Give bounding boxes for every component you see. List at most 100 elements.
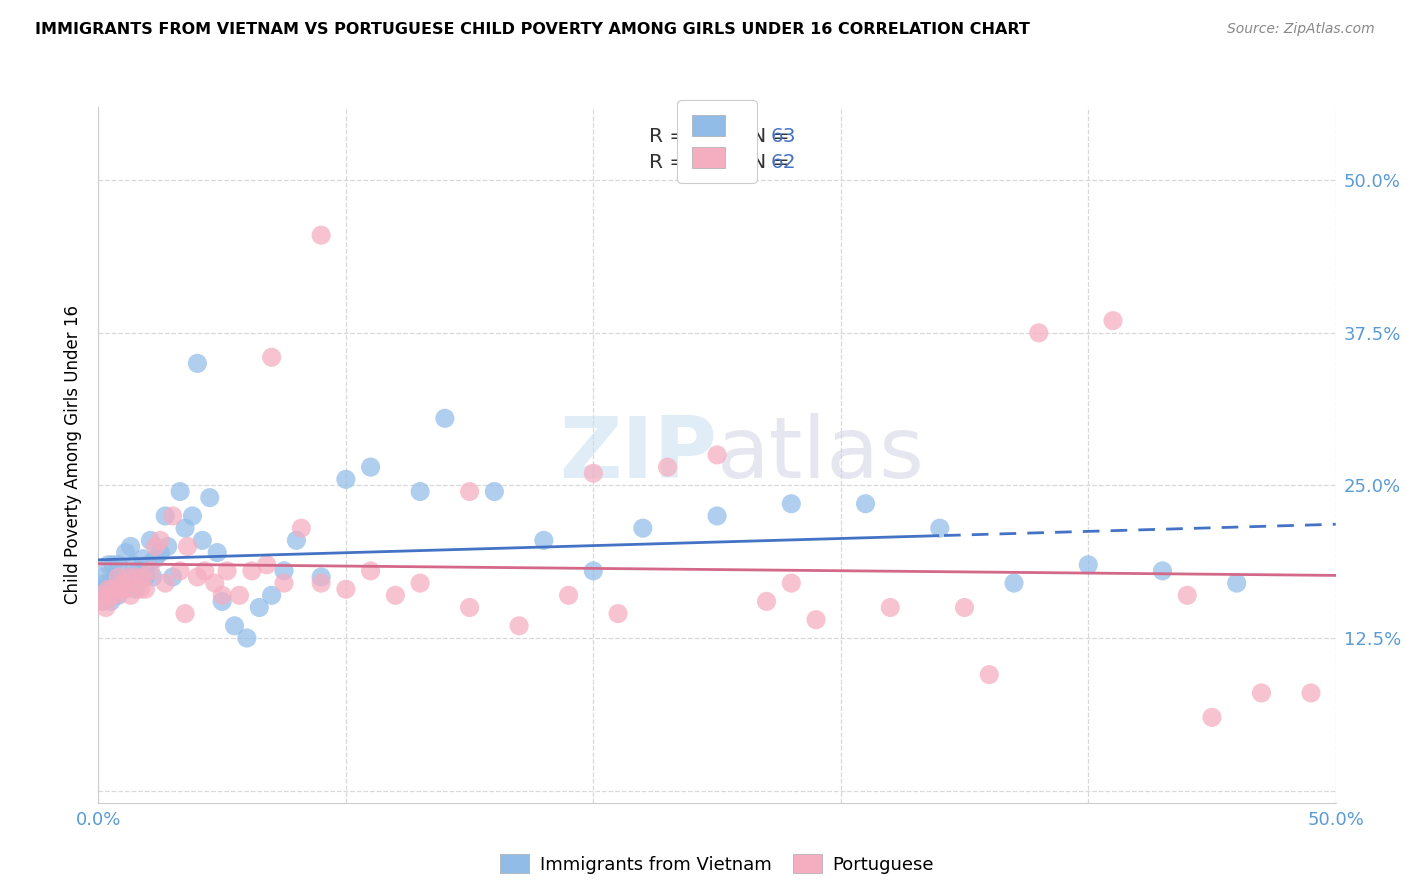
Point [100, 594, 122, 608]
Point [433, 411, 456, 425]
Point [142, 570, 165, 584]
Text: R =: R = [650, 153, 693, 172]
Point [117, 570, 139, 584]
Point [1028, 326, 1050, 340]
Point [458, 600, 481, 615]
Point [198, 491, 221, 505]
Point [114, 545, 136, 559]
Point [706, 448, 728, 462]
Point [132, 551, 155, 566]
Point [112, 576, 135, 591]
Point [1201, 710, 1223, 724]
Point [107, 570, 129, 584]
Point [1226, 576, 1249, 591]
Point [93, 594, 115, 608]
Point [285, 533, 308, 548]
Point [508, 619, 530, 633]
Point [129, 570, 152, 584]
Point [273, 576, 295, 591]
Point [104, 588, 127, 602]
Point [139, 533, 162, 548]
Point [260, 588, 283, 602]
Point [191, 533, 214, 548]
Point [94, 600, 117, 615]
Point [120, 588, 142, 602]
Point [290, 521, 312, 535]
Point [1175, 588, 1198, 602]
Point [309, 576, 332, 591]
Point [855, 497, 877, 511]
Point [149, 545, 172, 559]
Point [755, 594, 778, 608]
Point [484, 484, 506, 499]
Point [217, 564, 239, 578]
Point [657, 460, 679, 475]
Point [1077, 558, 1099, 572]
Point [335, 472, 357, 486]
Point [169, 484, 191, 499]
Y-axis label: Child Poverty Among Girls Under 16: Child Poverty Among Girls Under 16 [63, 305, 82, 605]
Point [204, 576, 226, 591]
Point [104, 582, 127, 597]
Point [247, 600, 270, 615]
Point [174, 607, 197, 621]
Point [260, 351, 283, 365]
Point [120, 540, 142, 554]
Point [124, 570, 146, 584]
Point [384, 588, 406, 602]
Text: 62: 62 [770, 153, 796, 172]
Point [107, 588, 129, 602]
Point [136, 558, 159, 572]
Point [117, 570, 139, 584]
Point [953, 600, 976, 615]
Point [211, 588, 233, 602]
Point [1152, 564, 1174, 578]
Point [94, 576, 117, 591]
Point [205, 545, 228, 559]
Point [112, 582, 135, 597]
Point [409, 484, 432, 499]
Point [582, 564, 605, 578]
Text: atlas: atlas [717, 413, 925, 497]
Point [1250, 686, 1272, 700]
Point [273, 564, 295, 578]
Point [97, 558, 120, 572]
Point [104, 570, 127, 584]
Point [236, 631, 259, 645]
Point [780, 576, 803, 591]
Text: R =: R = [650, 127, 693, 145]
Point [162, 570, 184, 584]
Point [149, 533, 172, 548]
Point [409, 576, 432, 591]
Point [706, 508, 728, 523]
Text: 63: 63 [770, 127, 796, 145]
Point [186, 356, 208, 370]
Point [100, 576, 122, 591]
Point [335, 582, 357, 597]
Point [1002, 576, 1025, 591]
Point [94, 588, 117, 602]
Point [143, 551, 166, 566]
Point [879, 600, 901, 615]
Point [103, 582, 125, 597]
Point [103, 558, 125, 572]
Point [979, 667, 1001, 681]
Point [360, 460, 382, 475]
Point [309, 228, 332, 243]
Point [93, 594, 115, 608]
Point [1102, 313, 1125, 327]
Point [360, 564, 382, 578]
Point [162, 508, 184, 523]
Point [224, 619, 246, 633]
Point [211, 594, 233, 608]
Point [174, 521, 197, 535]
Text: 0.056: 0.056 [681, 153, 745, 172]
Point [155, 576, 177, 591]
Legend: Immigrants from Vietnam, Portuguese: Immigrants from Vietnam, Portuguese [501, 855, 934, 874]
Point [139, 564, 162, 578]
Point [181, 508, 204, 523]
Point [100, 588, 122, 602]
Point [240, 564, 263, 578]
Text: N =: N = [733, 127, 796, 145]
Point [90, 582, 112, 597]
